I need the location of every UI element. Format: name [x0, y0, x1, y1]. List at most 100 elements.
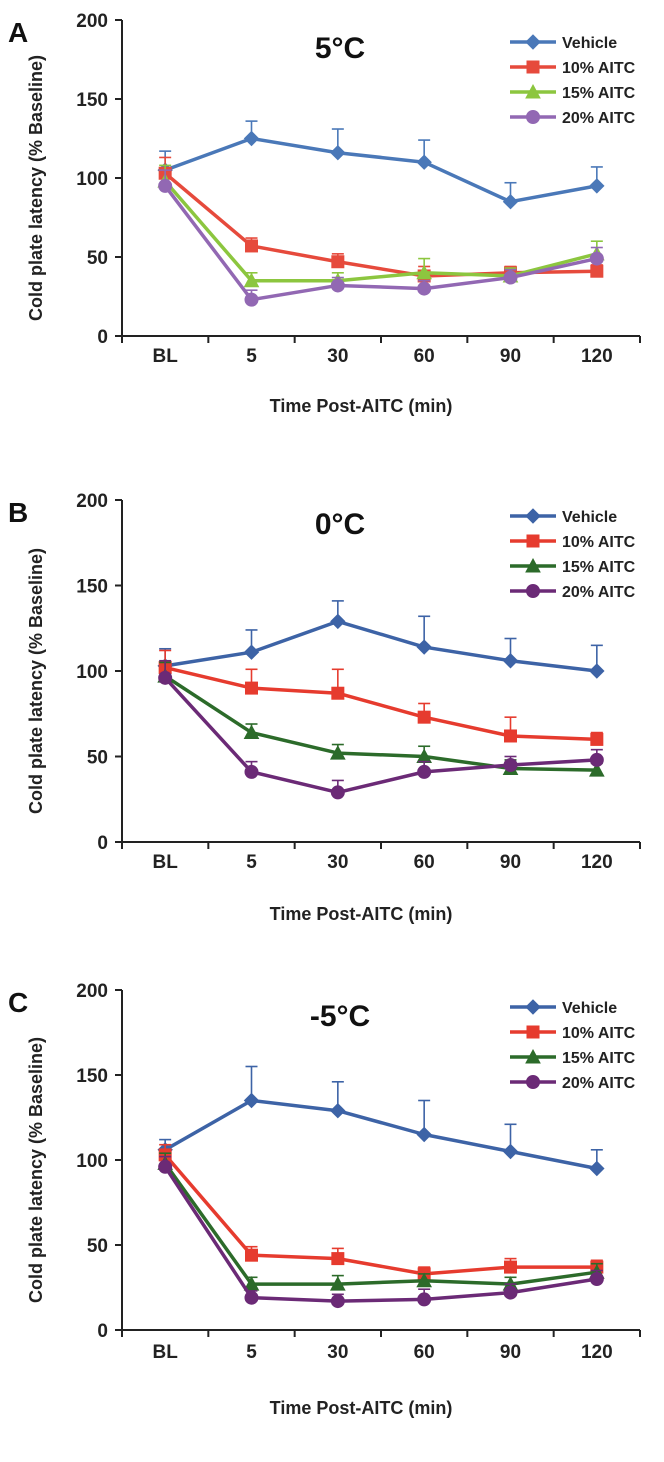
series-15-aitc [157, 1152, 605, 1291]
data-point [503, 758, 518, 773]
x-tick-label: 5 [246, 346, 257, 367]
legend-item: 10% AITC [510, 60, 636, 77]
legend-label: Vehicle [562, 509, 617, 526]
series-line [163, 1162, 598, 1286]
chart-panel-b: B 0°C 0 50 100 150 200 BL 5 30 60 90 120 Time Post-AI… [8, 491, 641, 924]
data-point [330, 613, 346, 630]
data-point [330, 145, 346, 161]
data-point [329, 745, 346, 760]
data-point [243, 1092, 260, 1109]
data-point [589, 752, 604, 767]
y-tick-label: 150 [76, 1066, 108, 1087]
data-point [416, 639, 432, 655]
series-line [164, 665, 597, 742]
y-tick-label: 100 [76, 1151, 108, 1172]
data-point [502, 193, 519, 210]
x-tick-label: 60 [414, 346, 435, 367]
legend-marker [526, 110, 540, 124]
y-axis-title: Cold plate latency (% Baseline) [26, 548, 46, 814]
data-point [589, 1272, 604, 1286]
series-vehicle [157, 600, 605, 679]
data-point [417, 710, 431, 724]
x-tick-label: 120 [581, 346, 613, 367]
series-20-aitc [158, 659, 604, 800]
legend-item: Vehicle [510, 999, 617, 1017]
legend-marker [525, 34, 541, 50]
series-line [163, 676, 597, 795]
data-point [331, 255, 345, 269]
x-tick-label: 5 [246, 1342, 257, 1363]
y-tick-label: 0 [97, 327, 108, 348]
data-point [245, 239, 258, 253]
y-tick-label: 50 [87, 1236, 108, 1257]
panel-letter: A [8, 17, 28, 48]
legend-item: 10% AITC [510, 1025, 636, 1042]
y-tick-label: 0 [97, 1321, 108, 1342]
panel-letter: B [8, 497, 28, 528]
x-tick-label: 90 [500, 346, 521, 367]
x-axis-title: Time Post-AITC (min) [270, 904, 453, 924]
series-15-aitc [157, 661, 605, 777]
y-tick-label: 200 [76, 491, 108, 512]
series-20-aitc [158, 1155, 604, 1309]
series-line [163, 1165, 598, 1303]
legend-label: Vehicle [562, 1000, 617, 1017]
chart-title: -5°C [310, 1000, 370, 1033]
x-tick-label: 30 [327, 852, 348, 873]
legend-marker [526, 584, 540, 598]
data-point [244, 764, 259, 779]
series-vehicle [157, 1065, 605, 1177]
legend-item: Vehicle [510, 508, 617, 526]
data-point [589, 663, 605, 679]
y-tick-label: 200 [76, 981, 108, 1002]
panel-letter: C [8, 987, 28, 1018]
legend-item: Vehicle [510, 34, 617, 52]
data-point [416, 264, 433, 280]
legend-marker [525, 508, 541, 524]
y-tick-label: 200 [76, 11, 108, 32]
legend-label: 20% AITC [562, 110, 636, 127]
legend-label: Vehicle [562, 35, 617, 52]
data-point [416, 154, 432, 170]
data-point [416, 1126, 432, 1143]
data-point [589, 178, 605, 194]
y-tick-label: 150 [76, 577, 108, 598]
x-axis-title: Time Post-AITC (min) [270, 1398, 453, 1418]
legend-marker [525, 1048, 541, 1064]
y-tick-label: 50 [87, 248, 108, 269]
data-point [590, 264, 604, 278]
data-point [503, 270, 518, 285]
legend-item: 10% AITC [510, 534, 636, 551]
data-point [243, 130, 260, 147]
series-line [164, 1098, 598, 1171]
x-tick-label: BL [153, 1342, 179, 1363]
y-axis-title: Cold plate latency (% Baseline) [26, 55, 46, 321]
data-point [243, 644, 260, 660]
legend-marker [526, 1025, 540, 1039]
legend-label: 15% AITC [562, 85, 636, 102]
legend-marker [525, 999, 541, 1015]
data-point [330, 1102, 346, 1119]
data-point [158, 1159, 173, 1174]
data-point [243, 1276, 260, 1291]
x-tick-label: 30 [327, 346, 348, 367]
series-line [164, 674, 597, 772]
x-tick-label: 90 [500, 1342, 521, 1363]
legend-marker [526, 534, 540, 548]
y-tick-label: 100 [76, 169, 108, 190]
data-point [244, 292, 259, 307]
x-tick-label: 120 [581, 1342, 613, 1363]
series-line [164, 136, 598, 204]
x-tick-label: BL [153, 852, 179, 873]
y-tick-label: 150 [76, 90, 108, 111]
legend-label: 20% AITC [562, 584, 636, 601]
data-point [331, 686, 345, 700]
x-axis-title: Time Post-AITC (min) [270, 396, 453, 416]
legend-label: 15% AITC [562, 559, 636, 576]
x-tick-label: 30 [327, 1342, 348, 1363]
data-point [504, 1260, 517, 1274]
data-point [245, 681, 258, 695]
legend-marker [525, 557, 541, 573]
legend-marker [526, 60, 540, 74]
